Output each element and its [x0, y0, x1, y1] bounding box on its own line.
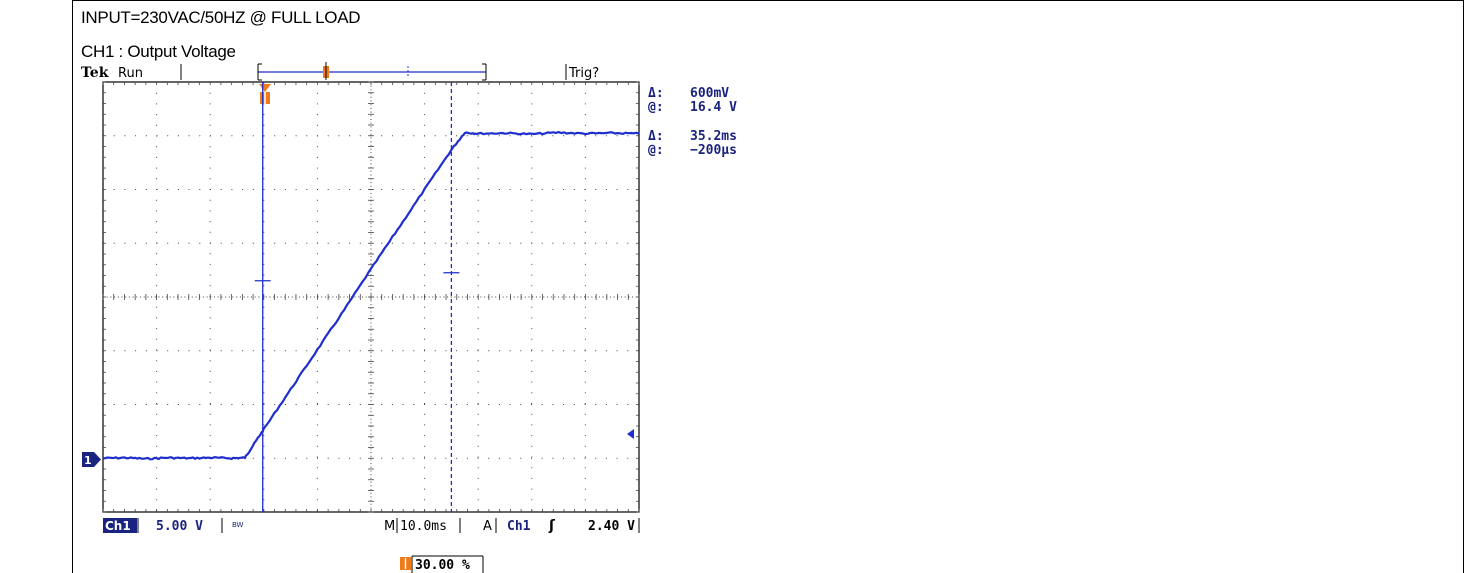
trigger-position-value: 30.00 %	[415, 558, 470, 573]
ch1-marker-label: 1	[84, 454, 92, 467]
ch1-label: Ch1	[105, 519, 131, 533]
bottom-readout: Ch1 5.00 V BW M 10.0ms A Ch1 ʃ 2.40 V	[103, 518, 640, 534]
timebase-value: 10.0ms	[400, 519, 447, 534]
graticule-grid	[102, 81, 640, 513]
delta-v-value: 600mV	[690, 86, 729, 101]
timebase-prefix: M	[384, 519, 395, 534]
trigger-position-marker	[259, 84, 271, 104]
ch1-trace	[102, 131, 640, 461]
trigger-level: 2.40 V	[588, 519, 635, 534]
ch1-scale: 5.00 V	[156, 519, 203, 534]
record-position-bar	[257, 62, 487, 81]
ch1-ground-marker: 1	[82, 452, 101, 467]
acquisition-mode: A	[483, 519, 492, 534]
bw-limit-indicator: BW	[232, 521, 244, 529]
caption-input-condition: INPUT=230VAC/50HZ @ FULL LOAD	[81, 8, 361, 27]
run-state: Run	[118, 66, 143, 81]
delta-t-value: 35.2ms	[690, 129, 737, 144]
trigger-status: Trig?	[568, 66, 599, 81]
at-t-label: @:	[648, 143, 664, 158]
trigger-position-readout: 30.00 %	[400, 555, 484, 573]
at-t-value: −200µs	[690, 143, 737, 158]
caption-channel: CH1 : Output Voltage	[81, 42, 236, 61]
at-v-value: 16.4 V	[690, 100, 737, 115]
delta-v-label: Δ:	[648, 86, 664, 101]
trigger-slope-icon: ʃ	[548, 518, 556, 534]
trigger-level-marker	[627, 429, 634, 439]
trigger-source: Ch1	[507, 519, 531, 534]
at-v-label: @:	[648, 100, 664, 115]
brand-logo: Tek	[81, 65, 109, 81]
figure-frame	[72, 0, 1464, 573]
delta-t-label: Δ:	[648, 129, 664, 144]
cursor-readout: Δ: 600mV @: 16.4 V Δ: 35.2ms @: −200µs	[648, 86, 737, 158]
cursor-lines	[254, 82, 460, 512]
